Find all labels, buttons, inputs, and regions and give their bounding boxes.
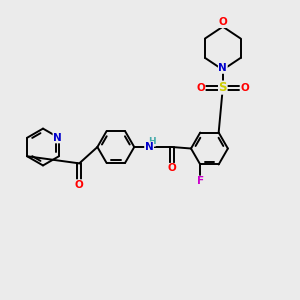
Text: N: N <box>53 133 62 143</box>
Text: O: O <box>196 82 205 93</box>
Text: S: S <box>219 81 227 94</box>
Text: N: N <box>145 142 154 152</box>
Text: N: N <box>218 63 227 73</box>
Text: F: F <box>197 176 204 186</box>
Text: O: O <box>75 180 84 190</box>
Text: O: O <box>218 17 227 28</box>
Text: H: H <box>148 137 155 146</box>
Text: O: O <box>168 164 177 173</box>
Text: O: O <box>241 82 250 93</box>
